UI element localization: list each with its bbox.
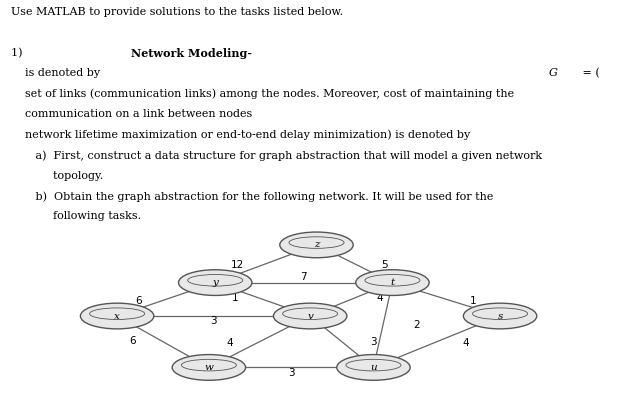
Text: t: t (391, 278, 394, 287)
Text: topology.: topology. (11, 171, 104, 180)
Ellipse shape (337, 355, 410, 380)
Ellipse shape (273, 303, 347, 329)
Text: u: u (370, 363, 377, 372)
Ellipse shape (172, 355, 246, 380)
Text: v: v (307, 312, 313, 320)
Text: b)  Obtain the graph abstraction for the following network. It will be used for : b) Obtain the graph abstraction for the … (11, 191, 494, 202)
Text: communication on a link between nodes: communication on a link between nodes (11, 109, 256, 119)
Text: G: G (549, 68, 558, 78)
Ellipse shape (179, 270, 252, 296)
Ellipse shape (80, 303, 154, 329)
Text: w: w (204, 363, 213, 372)
Text: 3: 3 (210, 316, 217, 326)
Text: 1): 1) (11, 48, 30, 58)
Text: network lifetime maximization or end-to-end delay minimization) is denoted by: network lifetime maximization or end-to-… (11, 130, 474, 140)
Ellipse shape (356, 270, 429, 296)
Text: 12: 12 (231, 260, 244, 270)
Text: Use MATLAB to provide solutions to the tasks listed below.: Use MATLAB to provide solutions to the t… (11, 7, 344, 17)
Ellipse shape (280, 232, 353, 258)
Text: z: z (314, 240, 319, 249)
Text: 3: 3 (288, 368, 294, 378)
Text: following tasks.: following tasks. (11, 212, 142, 221)
Text: set of links (communication links) among the nodes. Moreover, cost of maintainin: set of links (communication links) among… (11, 89, 515, 99)
Text: = (: = ( (579, 68, 600, 78)
Text: 6: 6 (129, 336, 135, 346)
Text: 6: 6 (135, 296, 142, 306)
Text: 1: 1 (232, 293, 239, 303)
Text: s: s (498, 312, 503, 320)
Text: 2: 2 (413, 320, 420, 330)
Text: 4: 4 (462, 338, 469, 348)
Text: 7: 7 (301, 272, 307, 282)
Text: a)  First, construct a data structure for graph abstraction that will model a gi: a) First, construct a data structure for… (11, 150, 542, 161)
Text: 4: 4 (226, 338, 233, 348)
Text: y: y (212, 278, 218, 287)
Text: is denoted by: is denoted by (11, 68, 104, 78)
Text: x: x (114, 312, 120, 320)
Text: 4: 4 (377, 293, 384, 303)
Text: 5: 5 (381, 260, 388, 270)
Text: Network Modeling-: Network Modeling- (131, 48, 252, 59)
Text: 3: 3 (370, 337, 377, 348)
Ellipse shape (463, 303, 537, 329)
Text: 1: 1 (470, 296, 476, 306)
